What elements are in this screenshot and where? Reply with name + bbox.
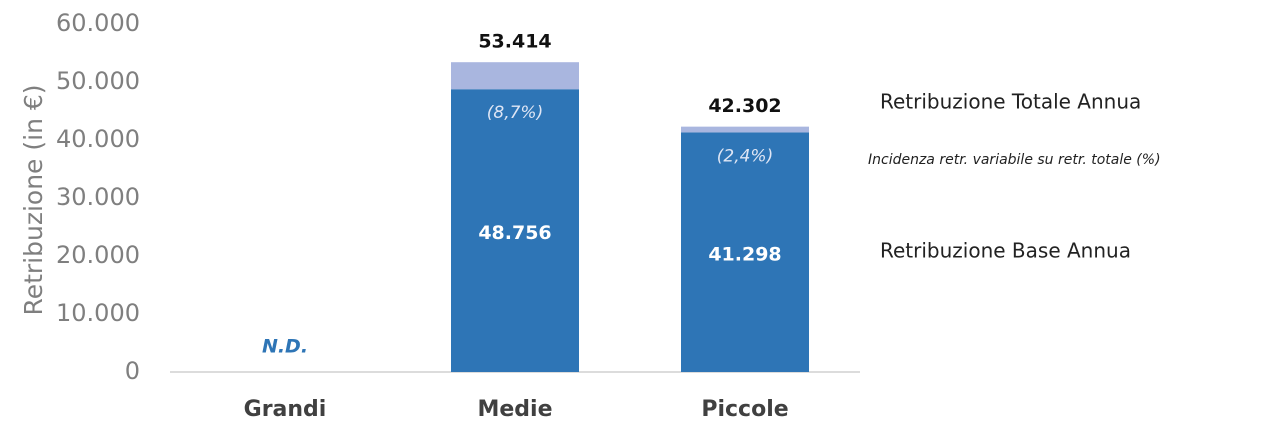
y-tick-label: 60.000	[56, 9, 140, 37]
legend-base: Retribuzione Base Annua	[880, 239, 1131, 263]
y-tick-label: 20.000	[56, 241, 140, 269]
y-tick-label: 10.000	[56, 299, 140, 327]
x-tick-label: Medie	[477, 397, 552, 422]
y-tick-label: 40.000	[56, 125, 140, 153]
x-tick-label: Piccole	[701, 397, 788, 422]
bar-segment	[451, 89, 579, 372]
bar-segment	[681, 132, 809, 372]
total-label: 53.414	[478, 31, 551, 53]
legend-incidence: Incidenza retr. variabile su retr. total…	[868, 152, 1161, 168]
y-axis-label: Retribuzione (in €)	[19, 84, 48, 315]
total-label: 42.302	[708, 95, 781, 117]
incidence-label: (2,4%)	[717, 146, 773, 166]
annotation: N.D.	[262, 336, 308, 358]
bar-segment	[451, 62, 579, 90]
bar-segment	[681, 126, 809, 133]
bar-value-label: 41.298	[708, 244, 781, 266]
legend-total: Retribuzione Totale Annua	[880, 90, 1141, 114]
x-tick-label: Grandi	[244, 397, 327, 422]
y-tick-label: 50.000	[56, 67, 140, 95]
bar-value-label: 48.756	[478, 222, 551, 244]
y-tick-label: 30.000	[56, 183, 140, 211]
incidence-label: (8,7%)	[487, 103, 543, 123]
y-tick-label: 0	[125, 357, 140, 385]
